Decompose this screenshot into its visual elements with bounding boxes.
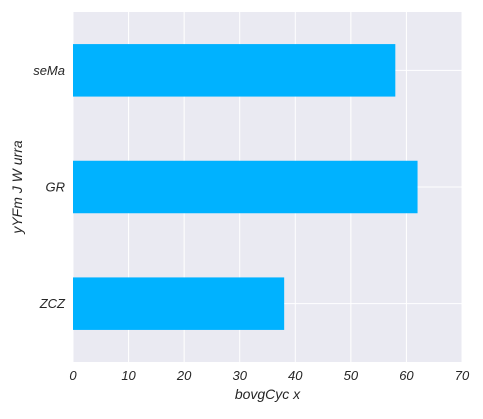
y-tick-label-2: ZCZ: [39, 296, 66, 311]
x-tick-label-2: 20: [176, 368, 192, 383]
x-tick-label-0: 0: [69, 368, 77, 383]
x-tick-label-4: 40: [288, 368, 303, 383]
x-tick-label-7: 70: [455, 368, 470, 383]
x-tick-label-3: 30: [232, 368, 247, 383]
y-tick-labels: seMa GR ZCZ: [33, 63, 66, 311]
x-tick-label-1: 10: [121, 368, 136, 383]
bar-seMa: [73, 44, 396, 97]
x-tick-label-5: 50: [344, 368, 359, 383]
bar-ZCZ: [73, 277, 285, 330]
bar-GR: [73, 160, 418, 214]
y-tick-label-1: GR: [46, 180, 66, 195]
y-axis-label: yYFm J W urra: [9, 140, 25, 235]
x-axis-label: bovgCyc x: [235, 386, 301, 402]
x-tick-label-6: 60: [399, 368, 414, 383]
x-tick-labels: 0 10 20 30 40 50 60 70: [69, 368, 470, 383]
y-tick-label-0: seMa: [33, 63, 65, 78]
bars: [73, 44, 418, 330]
